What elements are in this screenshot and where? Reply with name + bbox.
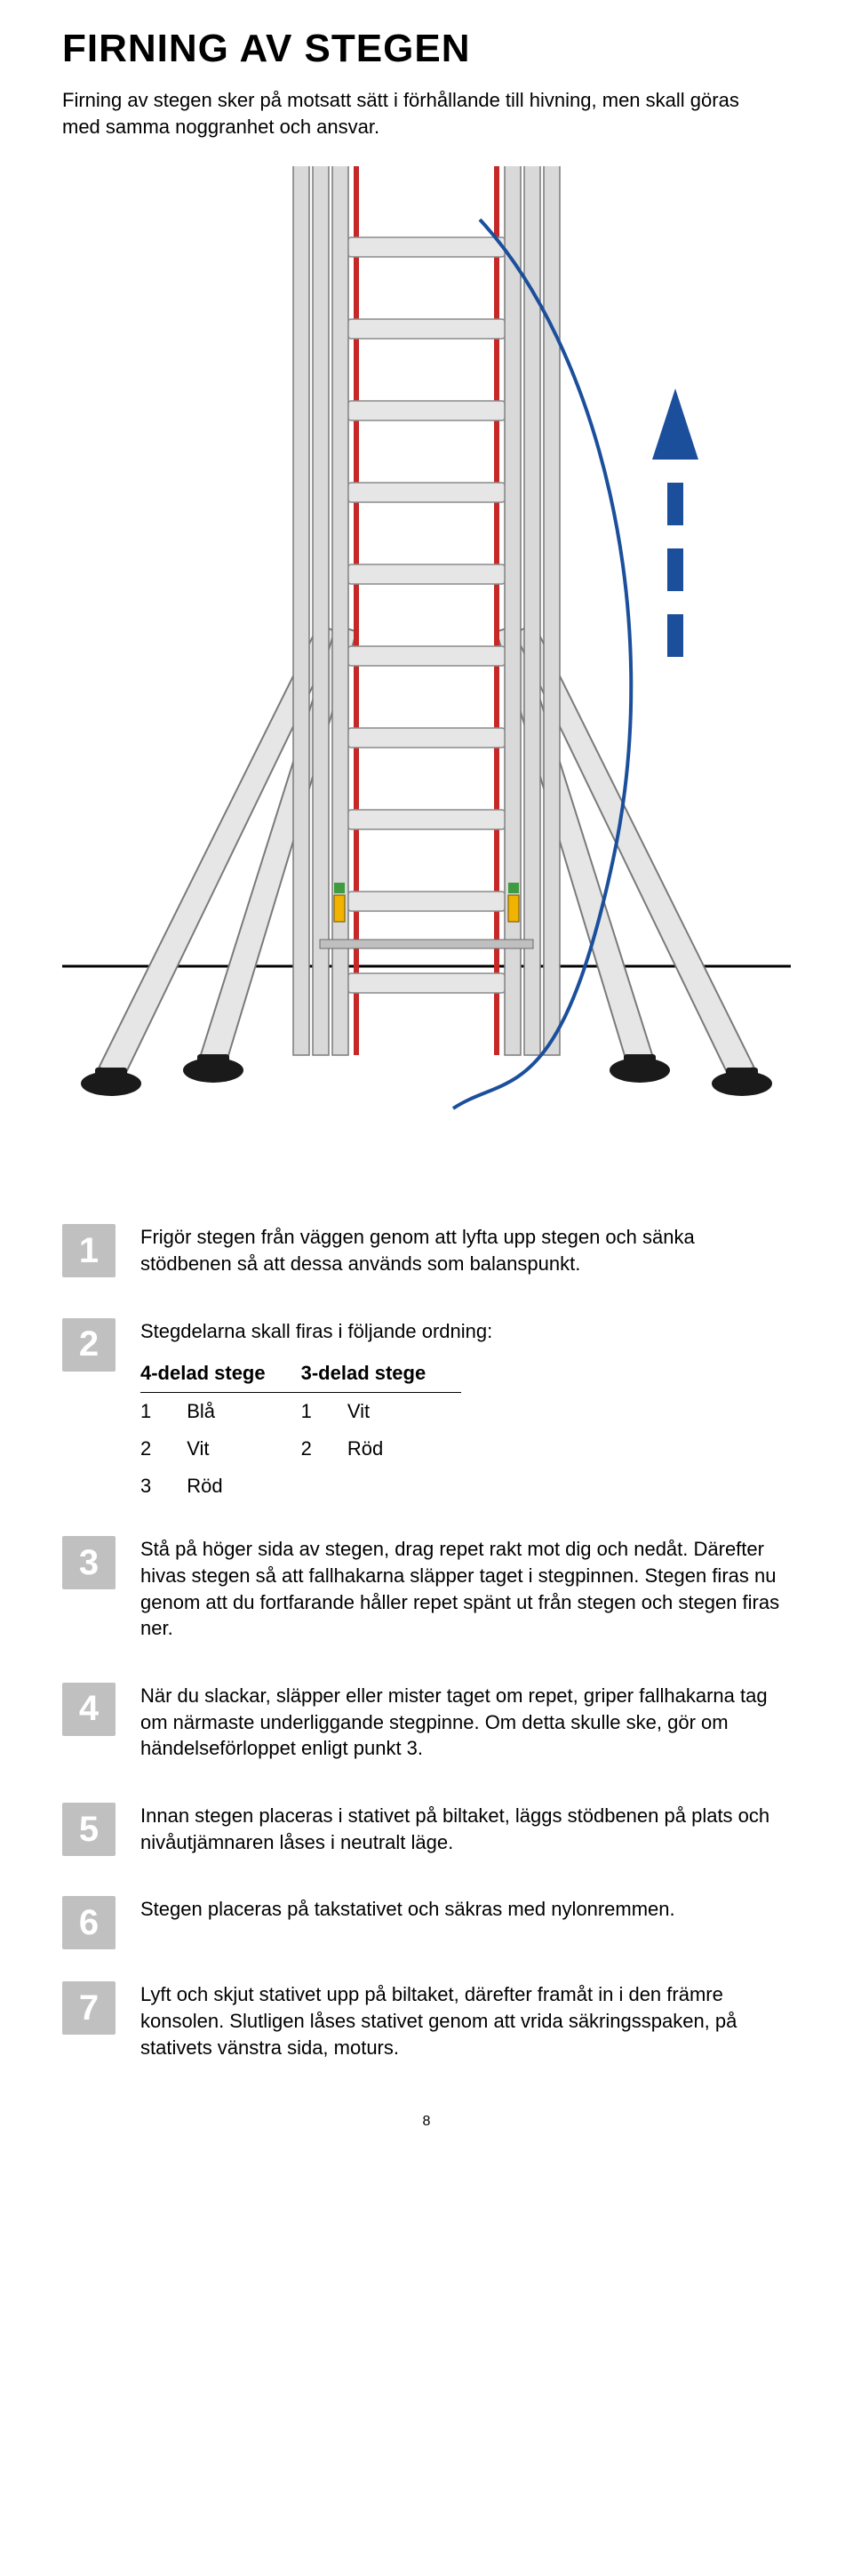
step-number-badge: 7 bbox=[62, 1981, 116, 2035]
step-body: Stegen placeras på takstativet och säkra… bbox=[140, 1896, 791, 1932]
page-title: FIRNING AV STEGEN bbox=[62, 27, 791, 71]
table-cell: 1 bbox=[140, 1393, 187, 1430]
table-row: 2Vit2Röd bbox=[140, 1430, 461, 1468]
step: 1 Frigör stegen från väggen genom att lyf… bbox=[62, 1224, 791, 1285]
step-number-badge: 1 bbox=[62, 1224, 116, 1277]
table-cell: 3 bbox=[140, 1468, 187, 1505]
step-body: Stå på höger sida av stegen, drag repet … bbox=[140, 1536, 791, 1651]
order-table: 4-delad stege3-delad stege1Blå1Vit2Vit2R… bbox=[140, 1355, 461, 1504]
step-text: När du slackar, släpper eller mister tag… bbox=[140, 1683, 791, 1762]
step-lead: Stegdelarna skall firas i följande ordni… bbox=[140, 1318, 791, 1345]
step: 5 Innan stegen placeras i stativet på bil… bbox=[62, 1803, 791, 1864]
step-body: Frigör stegen från väggen genom att lyft… bbox=[140, 1224, 791, 1285]
step-number-badge: 3 bbox=[62, 1536, 116, 1589]
step: 6 Stegen placeras på takstativet och säkr… bbox=[62, 1896, 791, 1949]
table-cell bbox=[301, 1468, 347, 1505]
step-number-badge: 6 bbox=[62, 1896, 116, 1949]
step-number-badge: 2 bbox=[62, 1318, 116, 1372]
table-cell: Vit bbox=[187, 1430, 300, 1468]
step-text: Innan stegen placeras i stativet på bilt… bbox=[140, 1803, 791, 1855]
table-cell bbox=[347, 1468, 461, 1505]
ladder-illustration bbox=[62, 166, 791, 1188]
table-cell: Vit bbox=[347, 1393, 461, 1430]
table-cell: 2 bbox=[140, 1430, 187, 1468]
table-cell: Röd bbox=[187, 1468, 300, 1505]
step-body: Lyft och skjut stativet upp på biltaket,… bbox=[140, 1981, 791, 2069]
table-row: 3Röd bbox=[140, 1468, 461, 1505]
table-cell: 1 bbox=[301, 1393, 347, 1430]
table-cell: Blå bbox=[187, 1393, 300, 1430]
step-body: Innan stegen placeras i stativet på bilt… bbox=[140, 1803, 791, 1864]
step-number-badge: 4 bbox=[62, 1683, 116, 1736]
step-text: Stegen placeras på takstativet och säkra… bbox=[140, 1896, 791, 1923]
step: 4 När du slackar, släpper eller mister ta… bbox=[62, 1683, 791, 1771]
table-cell: Röd bbox=[347, 1430, 461, 1468]
step-text: Frigör stegen från väggen genom att lyft… bbox=[140, 1224, 791, 1276]
intro-text: Firning av stegen sker på motsatt sätt i… bbox=[62, 87, 755, 140]
step: 3 Stå på höger sida av stegen, drag repet… bbox=[62, 1536, 791, 1651]
table-header: 4-delad stege bbox=[140, 1355, 301, 1392]
step-text: Lyft och skjut stativet upp på biltaket,… bbox=[140, 1981, 791, 2060]
step-body: Stegdelarna skall firas i följande ordni… bbox=[140, 1318, 791, 1504]
page-number: 8 bbox=[62, 2114, 791, 2130]
steps-list: 1 Frigör stegen från väggen genom att lyf… bbox=[62, 1224, 791, 2069]
table-header: 3-delad stege bbox=[301, 1355, 462, 1392]
step: 2 Stegdelarna skall firas i följande ordn… bbox=[62, 1318, 791, 1504]
step-text: Stå på höger sida av stegen, drag repet … bbox=[140, 1536, 791, 1642]
step-body: När du slackar, släpper eller mister tag… bbox=[140, 1683, 791, 1771]
step-number-badge: 5 bbox=[62, 1803, 116, 1856]
table-cell: 2 bbox=[301, 1430, 347, 1468]
step: 7 Lyft och skjut stativet upp på biltaket… bbox=[62, 1981, 791, 2069]
table-row: 1Blå1Vit bbox=[140, 1393, 461, 1430]
